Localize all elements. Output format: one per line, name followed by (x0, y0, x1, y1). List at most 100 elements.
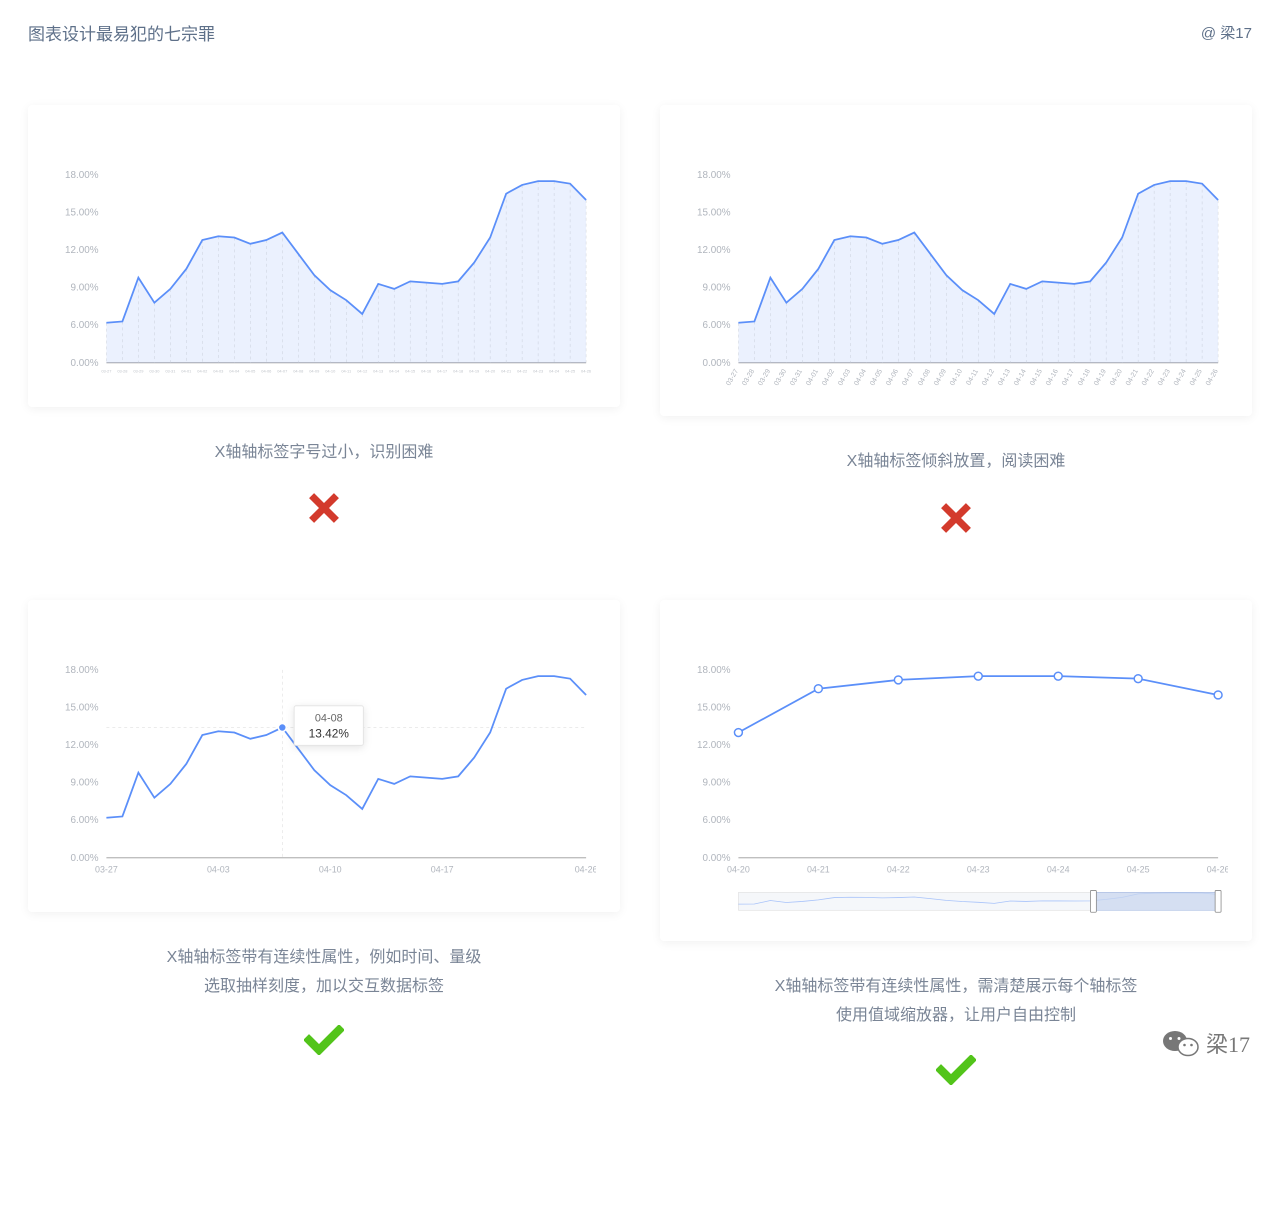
svg-text:18.00%: 18.00% (65, 665, 99, 676)
cell-sampled: 18.00% 15.00% 12.00% 9.00% 6.00% 0.00% 03-27 0… (28, 600, 620, 1090)
svg-text:04-15: 04-15 (405, 369, 416, 374)
svg-text:04-22: 04-22 (887, 865, 910, 875)
svg-text:04-20: 04-20 (727, 865, 750, 875)
svg-text:04-23: 04-23 (967, 865, 990, 875)
caption-3-line2: 选取抽样刻度，加以交互数据标签 (167, 973, 482, 1002)
svg-text:04-17: 04-17 (431, 865, 454, 875)
svg-text:04-07: 04-07 (277, 369, 287, 374)
svg-text:15.00%: 15.00% (65, 703, 99, 714)
svg-text:0.00%: 0.00% (70, 853, 98, 864)
svg-text:18.00%: 18.00% (697, 170, 731, 181)
cell-slider: 18.00%15.00%12.00%9.00%6.00%0.00% 04-200… (660, 600, 1252, 1090)
caption-4-line2: 使用值域缩放器，让用户自由控制 (775, 1002, 1138, 1031)
svg-text:04-06: 04-06 (885, 368, 900, 387)
svg-text:04-26: 04-26 (1205, 368, 1220, 387)
svg-text:04-03: 04-03 (213, 369, 224, 374)
svg-text:6.00%: 6.00% (702, 815, 730, 826)
svg-text:04-19: 04-19 (1093, 368, 1108, 387)
slider-handle-left[interactable] (1090, 891, 1096, 913)
svg-text:04-05: 04-05 (245, 369, 256, 374)
watermark-text: 梁17 (1206, 1027, 1250, 1059)
x-axis-ticks: 04-20 04-21 04-22 04-23 04-24 04-25 04-26 (727, 865, 1228, 875)
svg-text:04-14: 04-14 (1013, 368, 1028, 387)
svg-text:04-25: 04-25 (1189, 368, 1204, 387)
datazoom-slider[interactable] (738, 891, 1221, 913)
chart-box-3: 18.00% 15.00% 12.00% 9.00% 6.00% 0.00% 03-27 0… (28, 600, 620, 911)
svg-text:15.00%: 15.00% (697, 703, 731, 714)
svg-text:04-04: 04-04 (229, 369, 240, 374)
chart-box-1: 18.00%15.00%12.00%9.00%6.00%0.00% 03-270… (28, 105, 620, 407)
svg-text:04-26: 04-26 (1207, 865, 1228, 875)
svg-text:18.00%: 18.00% (65, 170, 99, 181)
slider-selected-range[interactable] (1093, 893, 1218, 911)
svg-text:0.00%: 0.00% (702, 853, 730, 864)
svg-text:0.00%: 0.00% (70, 358, 98, 369)
svg-text:04-22: 04-22 (517, 369, 527, 374)
svg-text:04-09: 04-09 (309, 369, 319, 374)
svg-text:04-10: 04-10 (319, 865, 342, 875)
svg-text:04-22: 04-22 (1141, 368, 1156, 387)
svg-text:04-11: 04-11 (341, 369, 351, 374)
svg-text:04-21: 04-21 (807, 865, 830, 875)
svg-text:04-04: 04-04 (853, 368, 868, 387)
svg-text:03-28: 03-28 (117, 369, 128, 374)
svg-text:12.00%: 12.00% (697, 245, 731, 256)
y-axis-labels: 18.00% 15.00% 12.00% 9.00% 6.00% 0.00% (65, 170, 99, 369)
series-area (738, 181, 1218, 363)
svg-text:04-24: 04-24 (1047, 865, 1070, 875)
svg-text:03-27: 03-27 (95, 865, 118, 875)
svg-text:04-23: 04-23 (533, 369, 544, 374)
svg-text:9.00%: 9.00% (702, 778, 730, 789)
svg-text:04-16: 04-16 (1045, 368, 1060, 387)
slider-handle-right[interactable] (1215, 891, 1221, 913)
svg-text:04-10: 04-10 (325, 369, 336, 374)
line-chart-rotated: 18.00%15.00%12.00%9.00%6.00%0.00% 03-270… (684, 165, 1228, 392)
svg-text:04-21: 04-21 (501, 369, 511, 374)
svg-text:12.00%: 12.00% (65, 740, 99, 751)
svg-text:04-05: 04-05 (869, 368, 884, 387)
x-axis-ticks-sampled: 03-2704-0304-1004-1704-26 (95, 865, 596, 875)
svg-text:9.00%: 9.00% (702, 283, 730, 294)
charts-grid: 18.00%15.00%12.00%9.00%6.00%0.00% 03-270… (28, 105, 1252, 1090)
svg-text:03-31: 03-31 (789, 368, 804, 387)
svg-text:04-02: 04-02 (821, 368, 836, 387)
svg-text:04-26: 04-26 (581, 369, 592, 374)
svg-text:04-08: 04-08 (293, 369, 304, 374)
page-title: 图表设计最易犯的七宗罪 (28, 20, 215, 45)
svg-text:9.00%: 9.00% (70, 778, 98, 789)
x-axis-ticks-rotated: 03-2703-2803-2903-3003-3104-0104-0204-03… (725, 368, 1220, 387)
series-line (738, 676, 1218, 732)
caption-4-line1: X轴轴标签带有连续性属性，需清楚展示每个轴标签 (775, 973, 1138, 1002)
caption-2: X轴轴标签倾斜放置，阅读困难 (847, 448, 1066, 477)
svg-text:6.00%: 6.00% (70, 815, 98, 826)
series-markers (734, 672, 1222, 736)
svg-text:03-29: 03-29 (757, 368, 772, 387)
svg-text:12.00%: 12.00% (65, 245, 99, 256)
check-icon (936, 1055, 976, 1090)
svg-text:04-03: 04-03 (207, 865, 230, 875)
svg-text:03-29: 03-29 (133, 369, 143, 374)
svg-text:04-13: 04-13 (373, 369, 384, 374)
cell-rotated-labels: 18.00%15.00%12.00%9.00%6.00%0.00% 03-270… (660, 105, 1252, 540)
svg-text:04-20: 04-20 (1109, 368, 1124, 387)
tooltip: 04-08 13.42% (294, 706, 363, 746)
svg-text:04-18: 04-18 (1077, 368, 1092, 387)
svg-text:03-28: 03-28 (741, 368, 756, 387)
svg-text:04-25: 04-25 (1127, 865, 1150, 875)
svg-text:15.00%: 15.00% (65, 207, 99, 218)
cell-tiny-labels: 18.00%15.00%12.00%9.00%6.00%0.00% 03-270… (28, 105, 620, 540)
svg-text:04-24: 04-24 (549, 369, 560, 374)
header: 图表设计最易犯的七宗罪 @ 梁17 (28, 20, 1252, 45)
svg-text:04-07: 04-07 (901, 368, 916, 387)
svg-text:0.00%: 0.00% (702, 358, 730, 369)
svg-text:03-30: 03-30 (773, 368, 788, 387)
svg-text:03-31: 03-31 (165, 369, 175, 374)
svg-text:15.00%: 15.00% (697, 207, 731, 218)
svg-text:04-14: 04-14 (389, 369, 400, 374)
svg-text:04-25: 04-25 (565, 369, 576, 374)
svg-text:04-20: 04-20 (485, 369, 496, 374)
tooltip-marker[interactable] (278, 724, 286, 732)
svg-text:6.00%: 6.00% (70, 320, 98, 331)
wechat-icon (1162, 1028, 1200, 1058)
svg-text:9.00%: 9.00% (70, 283, 98, 294)
